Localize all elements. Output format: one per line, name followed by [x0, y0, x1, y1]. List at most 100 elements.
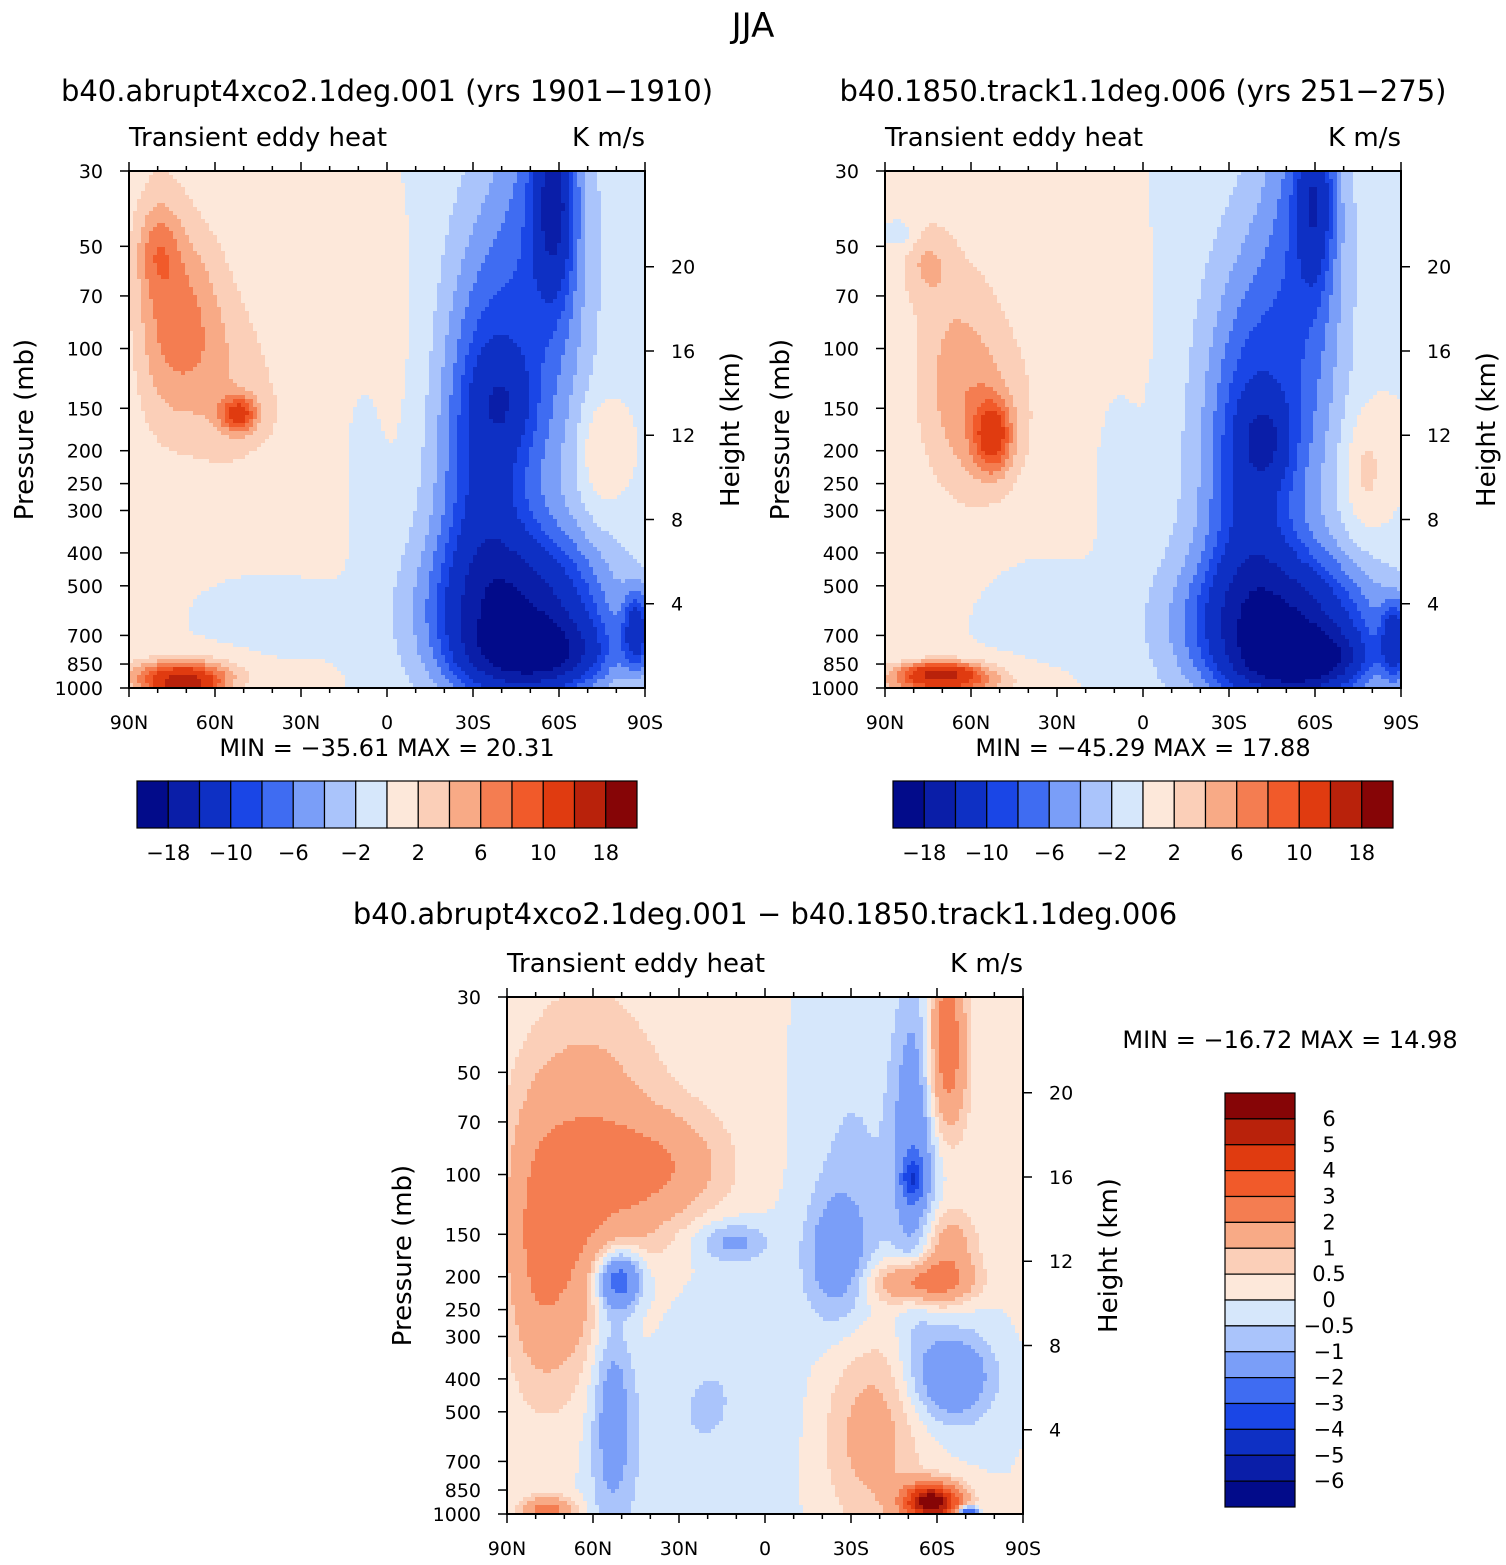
contour-cell: [489, 191, 514, 196]
contour-cell: [141, 283, 150, 288]
contour-cell: [1357, 235, 1402, 240]
contour-cell: [129, 391, 138, 396]
contour-cell: [921, 275, 942, 280]
contour-cell: [927, 1029, 932, 1034]
contour-cell: [905, 679, 914, 684]
contour-cell: [349, 431, 386, 436]
contour-cell: [1025, 559, 1162, 564]
colorbar-label: 18: [592, 841, 619, 865]
contour-cell: [1317, 387, 1334, 392]
contour-cell: [1149, 179, 1238, 184]
contour-cell: [537, 427, 550, 432]
contour-cell: [1233, 519, 1278, 524]
contour-cell: [1389, 607, 1398, 612]
contour-cell: [589, 591, 606, 596]
contour-cell: [903, 1045, 916, 1050]
contour-cell: [1317, 195, 1330, 200]
contour-cell: [569, 555, 586, 560]
contour-cell: [573, 191, 582, 196]
contour-cell: [965, 411, 978, 416]
contour-cell: [1241, 243, 1270, 248]
panel-title: b40.abrupt4xco2.1deg.001 (yrs 1901−1910): [61, 74, 713, 108]
contour-cell: [969, 387, 994, 392]
contour-cell: [573, 299, 586, 304]
contour-cell: [1013, 483, 1098, 488]
contour-cell: [417, 635, 430, 640]
contour-cell: [989, 283, 1154, 288]
contour-cell: [1329, 583, 1342, 588]
contour-cell: [1325, 515, 1342, 520]
contour-cell: [1241, 607, 1298, 612]
contour-cell: [573, 259, 578, 264]
contour-cell: [1353, 619, 1366, 624]
contour-cell: [663, 1061, 788, 1066]
contour-cell: [1297, 219, 1310, 224]
contour-cell: [1017, 479, 1098, 484]
contour-cell: [1181, 455, 1202, 460]
contour-cell: [441, 395, 450, 400]
contour-cell: [1293, 183, 1298, 188]
contour-cell: [561, 311, 574, 316]
contour-cell: [465, 499, 514, 504]
contour-cell: [1321, 363, 1338, 368]
contour-cell: [449, 439, 458, 444]
contour-cell: [925, 675, 958, 680]
contour-cell: [885, 347, 918, 352]
contour-cell: [153, 259, 170, 264]
contour-cell: [1309, 207, 1318, 212]
contour-cell: [581, 599, 594, 604]
contour-cell: [1257, 587, 1266, 592]
contour-cell: [1277, 427, 1290, 432]
contour-cell: [1277, 295, 1322, 300]
contour-cell: [565, 499, 582, 504]
contour-cell: [449, 635, 462, 640]
contour-cell: [189, 615, 394, 620]
contour-cell: [1153, 283, 1202, 288]
contour-cell: [885, 195, 1150, 200]
contour-cell: [1181, 443, 1202, 448]
contour-cell: [589, 423, 634, 428]
contour-cell: [927, 1013, 932, 1018]
contour-cell: [485, 255, 522, 260]
contour-cell: [1149, 379, 1190, 384]
contour-cell: [927, 1053, 932, 1058]
contour-cell: [1209, 563, 1218, 568]
contour-cell: [1301, 391, 1318, 396]
contour-cell: [1237, 567, 1282, 572]
contour-cell: [229, 371, 270, 376]
contour-cell: [1181, 571, 1198, 576]
contour-cell: [1189, 595, 1198, 600]
contour-cell: [1337, 175, 1342, 180]
contour-cell: [1197, 611, 1206, 616]
contour-cell: [1345, 403, 1366, 408]
contour-cell: [1105, 415, 1186, 420]
contour-cell: [1157, 571, 1182, 576]
contour-cell: [401, 415, 426, 420]
contour-cell: [1317, 191, 1330, 196]
contour-cell: [461, 407, 470, 412]
contour-cell: [397, 643, 418, 648]
contour-cell: [445, 363, 454, 368]
contour-cell: [1181, 447, 1202, 452]
contour-cell: [409, 223, 450, 228]
contour-cell: [433, 567, 442, 572]
contour-cell: [573, 375, 590, 380]
contour-cell: [1165, 547, 1190, 552]
contour-cell: [541, 383, 558, 388]
contour-cell: [1209, 519, 1222, 524]
contour-cell: [1297, 535, 1314, 540]
contour-cell: [1221, 523, 1234, 528]
contour-cell: [973, 675, 982, 680]
contour-cell: [895, 1029, 924, 1034]
contour-cell: [935, 1093, 964, 1098]
contour-cell: [489, 403, 510, 408]
contour-cell: [1273, 231, 1290, 236]
contour-cell: [133, 367, 150, 372]
contour-cell: [1221, 455, 1234, 460]
contour-cell: [989, 503, 1098, 508]
contour-cell: [433, 499, 446, 504]
contour-cell: [1385, 611, 1402, 616]
contour-cell: [425, 407, 442, 412]
contour-cell: [457, 675, 470, 680]
contour-cell: [1337, 507, 1354, 512]
